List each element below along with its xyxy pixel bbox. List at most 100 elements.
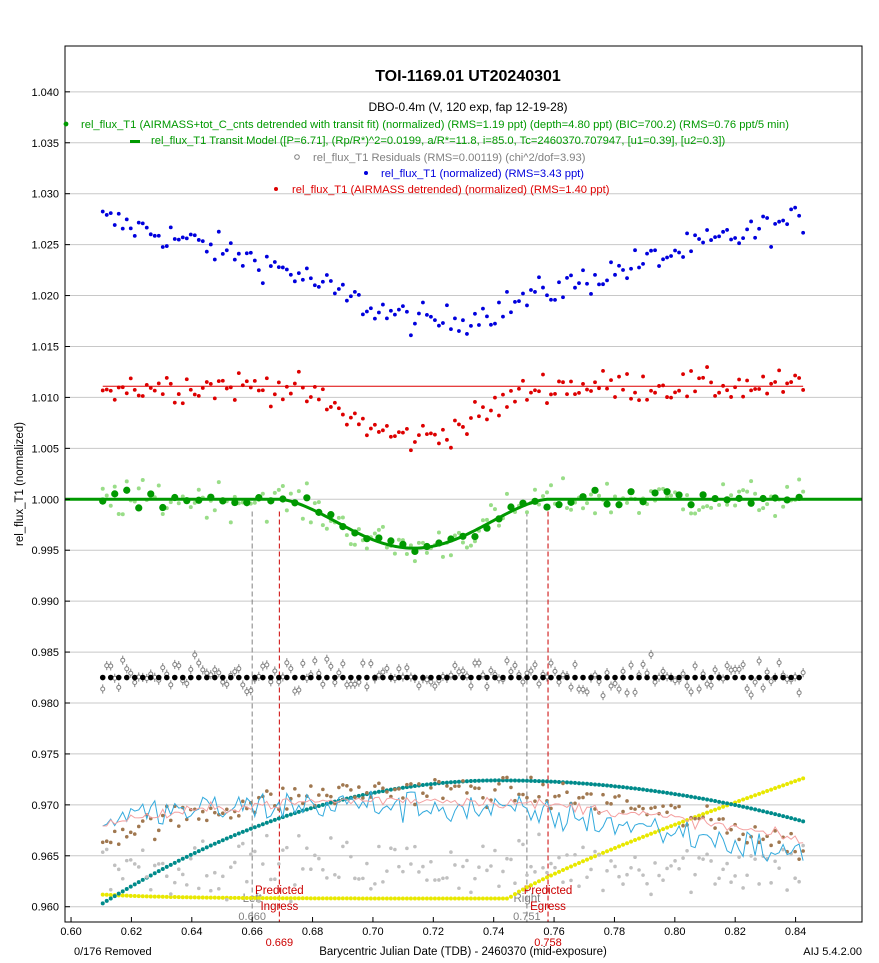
aux-gray-point	[253, 849, 257, 854]
airmass-point	[753, 387, 758, 391]
detrended-point	[589, 492, 594, 497]
aux-yellow-point	[633, 838, 638, 843]
residual-model-point	[155, 674, 162, 681]
detrended-point	[564, 505, 569, 510]
aux-yellow-point	[284, 896, 289, 901]
detrended-point	[785, 484, 790, 489]
aux-teal-point	[452, 779, 457, 784]
residual-point	[692, 663, 698, 669]
detrended-point	[180, 494, 185, 499]
aux-teal-point	[761, 809, 766, 814]
aux-teal-point	[709, 798, 714, 803]
airmass-point	[569, 379, 573, 384]
aux-teal-point	[164, 864, 169, 869]
aux-gray-point	[645, 881, 649, 886]
aux-gray-point	[501, 869, 505, 874]
aux-gray-point	[601, 888, 605, 893]
normalized-point	[417, 311, 421, 316]
airmass-point	[160, 392, 165, 396]
aux-yellow-point	[308, 896, 313, 901]
residual-point	[384, 666, 390, 672]
normalized-point	[393, 312, 397, 317]
marker-value-label: 0.751	[513, 911, 541, 923]
normalized-point	[104, 213, 109, 217]
airmass-point	[541, 372, 545, 377]
aux-gray-point	[625, 872, 629, 877]
residual-model-point	[412, 674, 418, 681]
aux-teal-point	[424, 782, 429, 787]
aux-gray-point	[124, 858, 129, 863]
aux-brown-point	[265, 789, 269, 793]
aux-yellow-point	[721, 804, 726, 809]
detrended-point	[408, 543, 413, 548]
aux-teal-point	[633, 786, 638, 791]
aux-teal-point	[689, 794, 694, 799]
aux-yellow-point	[344, 896, 349, 901]
residual-point	[264, 662, 270, 668]
aux-gray-point	[505, 856, 509, 861]
aux-gray-point	[168, 892, 173, 896]
normalized-point	[405, 309, 409, 314]
aux-yellow-point	[264, 896, 269, 901]
detrended-point	[120, 512, 125, 517]
aux-teal-point	[673, 792, 678, 797]
detrended-point	[176, 501, 181, 506]
residual-point	[748, 692, 754, 698]
aux-pink-line	[102, 796, 804, 844]
aux-teal-point	[781, 814, 786, 819]
aux-yellow-point	[524, 885, 529, 890]
residual-model-point	[388, 674, 394, 681]
normalized-point	[397, 307, 401, 312]
normalized-point	[212, 257, 217, 262]
aux-yellow-point	[136, 894, 141, 899]
detrended-point	[436, 530, 441, 535]
aux-brown-point	[481, 795, 485, 800]
aux-brown-point	[477, 786, 481, 791]
residual-model-point	[316, 674, 322, 681]
aux-gray-point	[245, 879, 249, 884]
aux-yellow-point	[160, 894, 165, 899]
aux-yellow-point	[769, 787, 774, 792]
normalized-point	[280, 265, 285, 270]
airmass-point	[421, 423, 425, 428]
aux-gray-point	[477, 865, 481, 870]
residual-point	[352, 681, 358, 687]
residual-model-point	[660, 674, 666, 681]
legend-marker-airmass	[274, 187, 278, 191]
aux-brown-point	[401, 796, 405, 800]
airmass-point	[360, 416, 365, 421]
normalized-point	[168, 225, 173, 230]
aux-yellow-point	[128, 893, 133, 898]
aux-yellow-point	[288, 896, 293, 901]
normalized-point	[268, 264, 273, 268]
residual-model-point	[211, 674, 218, 681]
normalized-point	[485, 314, 489, 319]
aux-yellow-point	[368, 896, 373, 901]
airmass-point	[545, 401, 549, 405]
aux-teal-point	[376, 789, 381, 794]
aux-teal-point	[128, 884, 133, 889]
aux-gray-point	[273, 877, 277, 882]
detrended-point	[536, 502, 541, 507]
residual-model-point	[572, 674, 578, 681]
aux-yellow-point	[380, 896, 385, 901]
airmass-point	[284, 384, 289, 389]
residual-point	[776, 660, 782, 666]
residual-model-point	[700, 674, 706, 681]
aux-brown-point	[221, 811, 225, 815]
aux-yellow-point	[472, 896, 477, 901]
airmass-point	[128, 376, 133, 381]
aux-teal-point	[256, 823, 261, 828]
aux-yellow-point	[156, 894, 161, 899]
residual-point	[712, 667, 718, 673]
residual-point	[132, 680, 138, 686]
residual-point	[476, 660, 482, 666]
residual-point	[380, 669, 386, 675]
aux-yellow-point	[528, 883, 533, 888]
aux-teal-point	[589, 782, 594, 787]
x-tick-label: 0.80	[664, 926, 685, 938]
residual-point	[288, 666, 294, 672]
x-axis-label: Barycentric Julian Date (TDB) - 2460370 …	[319, 946, 607, 958]
airmass-point	[617, 374, 621, 379]
normalized-point	[425, 312, 429, 317]
